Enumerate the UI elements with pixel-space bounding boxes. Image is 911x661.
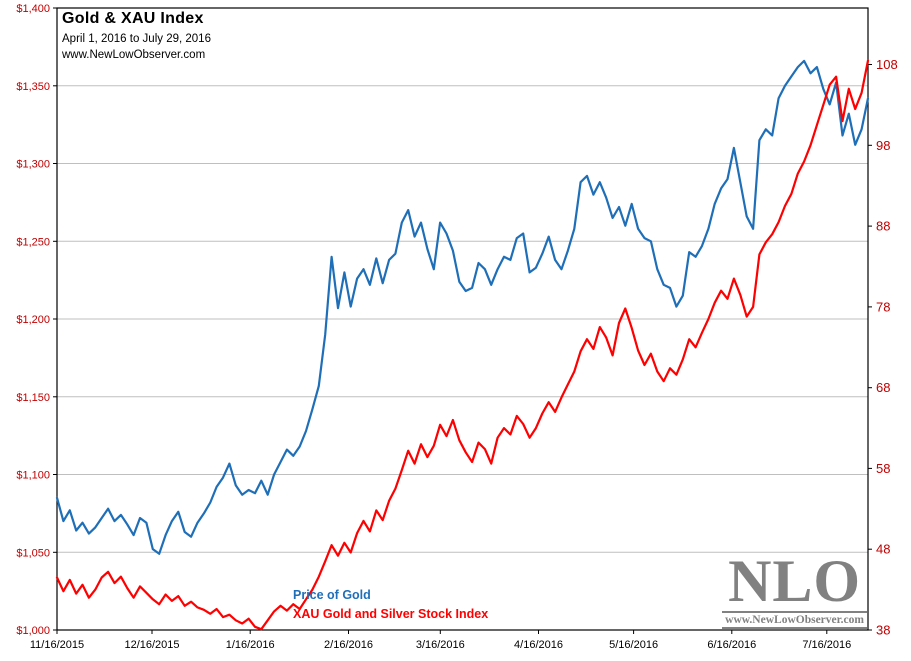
chart-website-text: www.NewLowObserver.com — [62, 49, 206, 61]
x-axis-label: 11/16/2015 — [30, 639, 84, 651]
right-axis-label: 38 — [876, 623, 890, 638]
right-axis-label: 68 — [876, 380, 890, 395]
right-axis-label: 108 — [876, 57, 898, 72]
nlo-watermark-url: www.NewLowObserver.com — [722, 611, 867, 629]
legend-xau-label: XAU Gold and Silver Stock Index — [293, 607, 489, 621]
x-axis-label: 4/16/2016 — [514, 639, 563, 651]
right-axis-label: 78 — [876, 299, 890, 314]
x-axis-label: 6/16/2016 — [707, 639, 756, 651]
right-axis-label: 58 — [876, 461, 890, 476]
nlo-logo-text: NLO — [728, 548, 862, 614]
x-axis-label: 3/16/2016 — [416, 639, 465, 651]
left-axis-label: $1,150 — [16, 392, 50, 404]
xau-line — [55, 59, 870, 631]
left-axis-label: $1,200 — [16, 314, 50, 326]
left-axis-label: $1,350 — [16, 81, 50, 93]
left-axis-label: $1,100 — [16, 470, 50, 482]
x-axis-label: 2/16/2016 — [324, 639, 373, 651]
legend: Price of Gold XAU Gold and Silver Stock … — [293, 588, 488, 621]
nlo-watermark: NLO www.NewLowObserver.com — [722, 548, 867, 629]
left-axis-label: $1,050 — [16, 547, 50, 559]
left-axis-label: $1,000 — [16, 625, 50, 637]
left-axis-label: $1,400 — [16, 3, 50, 15]
x-axis-label: 5/16/2016 — [609, 639, 658, 651]
right-axis-label: 98 — [876, 138, 890, 153]
x-axis-label: 1/16/2016 — [226, 639, 275, 651]
right-axis-label: 48 — [876, 542, 890, 557]
x-axis-label: 12/16/2015 — [124, 639, 179, 651]
left-axis-label: $1,250 — [16, 236, 50, 248]
chart-subtitle: April 1, 2016 to July 29, 2016 — [62, 33, 211, 45]
right-axis-label: 88 — [876, 219, 890, 234]
chart-title: Gold & XAU Index — [62, 10, 204, 27]
left-axis-label: $1,300 — [16, 159, 50, 171]
legend-gold-label: Price of Gold — [293, 588, 371, 602]
gold-line — [55, 59, 870, 555]
title-block: Gold & XAU Index April 1, 2016 to July 2… — [62, 10, 211, 61]
x-axis-label: 7/16/2016 — [802, 639, 851, 651]
